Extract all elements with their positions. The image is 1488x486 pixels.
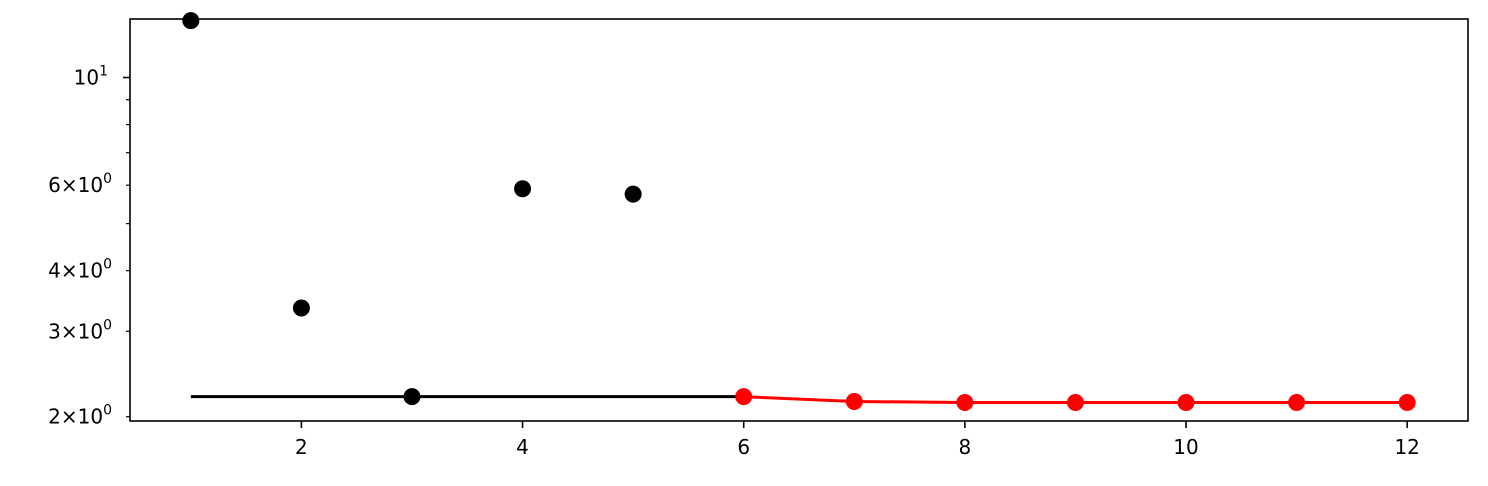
data-point [1177,393,1195,411]
data-point [514,180,532,198]
x-tick-label: 8 [959,435,972,459]
x-tick-label: 6 [737,435,750,459]
axes: 2 4 6 8 10 12 101 2×100 3×100 4×100 6×100 [48,64,1420,459]
data-point [1398,393,1416,411]
x-tick-label: 2 [295,435,308,459]
x-tick-label: 4 [516,435,529,459]
plot-marks [182,12,1416,411]
data-point [735,388,753,406]
series-2 [735,388,1416,411]
x-tick-label: 10 [1173,435,1198,459]
y-tick-label: 4×100 [48,257,112,283]
y-tick-label: 6×100 [48,171,112,197]
y-tick-label: 2×100 [48,403,112,429]
data-point [182,12,200,30]
series-0 [182,12,642,406]
data-point [624,185,642,203]
data-point [1288,393,1306,411]
x-tick-label: 12 [1394,435,1419,459]
y-tick-label: 101 [74,64,108,90]
data-point [956,393,974,411]
y-tick-label: 3×100 [48,317,112,343]
data-point [845,392,863,410]
plot-frame [129,18,1469,422]
data-point [292,299,310,317]
data-point [1066,393,1084,411]
